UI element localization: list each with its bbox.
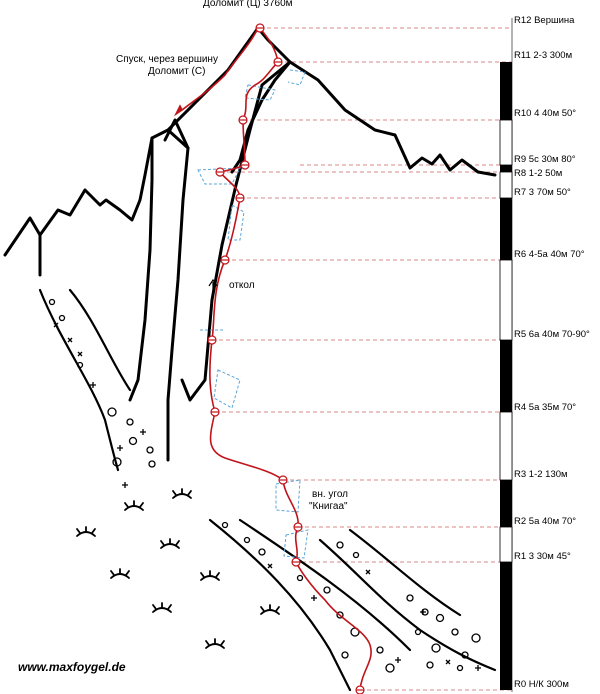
pitch-label-r5: R5 6a 40м 70-90°: [514, 329, 590, 340]
mountain-outline: [3, 26, 497, 462]
pitch-label-r12: R12 Вершина: [514, 15, 575, 26]
pitch-label-r10: R10 4 40м 50°: [514, 108, 576, 119]
pitch-label-r8: R8 1-2 50м: [514, 168, 562, 179]
scree-marks: [48, 298, 481, 673]
pitch-label-r6: R6 4-5a 40м 70°: [514, 249, 585, 260]
belay-guide-lines: [212, 27, 512, 691]
descent-label-line1: Спуск, через вершину: [116, 54, 218, 65]
summit-title: Доломит (Ц) 3760м: [203, 0, 293, 9]
pitch-label-r7: R7 3 70м 50°: [514, 187, 571, 198]
otkol-label: откол: [229, 280, 255, 291]
pitch-label-r11: R11 2-3 300м: [514, 50, 572, 61]
website-watermark: www.maxfoygel.de: [18, 660, 126, 674]
inner-corner-label-line2: "Книгаа": [309, 501, 348, 512]
pitch-label-r3: R3 1-2 130м: [514, 469, 568, 480]
descent-label-line2: Доломит (С): [148, 66, 205, 77]
pitch-label-r4: R4 5a 35м 70°: [514, 402, 576, 413]
pitch-labels: R12 Вершина R11 2-3 300м R10 4 40м 50° R…: [514, 15, 590, 690]
scree-couloirs: [38, 288, 497, 692]
grass-tufts: [76, 488, 280, 649]
pitch-label-r2: R2 5a 40м 70°: [514, 516, 576, 527]
otkol-marker: [208, 278, 218, 295]
pitch-scale-bar: [499, 18, 513, 692]
pitch-label-r1: R1 3 30м 45°: [514, 551, 571, 562]
pitch-label-r0: R0 Н/К 300м: [514, 679, 569, 690]
belay-stations: [207, 23, 365, 694]
inner-corner-label-line1: вн. угол: [312, 489, 348, 500]
pitch-label-r9: R9 5c 30м 80°: [514, 154, 576, 165]
